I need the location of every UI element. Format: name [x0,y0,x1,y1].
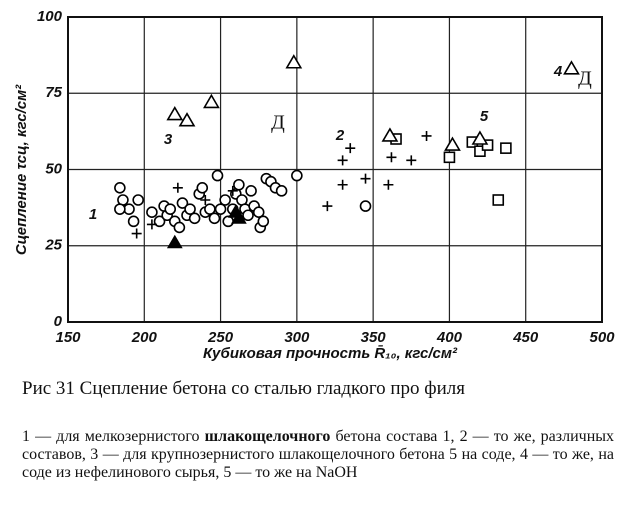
circle-marker [164,203,177,215]
circle-marker [359,200,372,212]
series-label: 2 [335,127,345,144]
plus-marker [172,182,183,193]
circle-marker [208,212,221,225]
triangle-marker [166,106,184,121]
square-marker [443,151,456,164]
plus-marker [345,143,356,154]
circle-marker [222,215,234,228]
circle-marker [291,169,303,182]
y-tick-label: 25 [44,237,62,254]
plus-marker [146,219,157,230]
plus-marker [421,130,432,141]
plot-frame [67,16,603,323]
circle-marker [114,182,126,194]
x-tick-label: 250 [207,329,234,346]
circle-marker [146,206,158,218]
caption: Рис 31 Сцепление бетона со сталью гладко… [22,378,466,399]
description-text: 1 — для мелкозернистого [22,428,205,445]
x-axis-label: Кубиковая прочность R̄₁₀, кгс/см² [203,344,458,362]
series-label: 3 [164,131,173,148]
square-marker [500,142,512,154]
circle-marker [252,206,265,218]
triangle-marker [444,136,461,151]
plus-marker [131,228,142,239]
plus-marker [337,155,348,166]
circle-marker [242,209,254,222]
x-tick-label: 150 [55,329,81,346]
series-label: 5 [480,108,489,125]
circle-marker [176,197,189,209]
y-tick-label: 75 [45,84,62,101]
circle-marker [173,221,186,234]
plus-marker [337,179,348,190]
plus-marker [383,179,394,190]
x-tick-label: 350 [361,329,387,346]
plus-marker [322,201,333,212]
plus-marker [200,195,211,205]
y-tick-label: 0 [54,313,63,330]
circle-marker [196,182,209,194]
x-tick-label: 450 [512,329,539,346]
triangle-marker [563,60,580,75]
plus-marker [386,152,397,163]
circle-marker [219,194,231,206]
annotation: Д [271,112,285,134]
circle-marker [188,212,201,225]
description-bold: шлакощелочного [204,428,331,445]
filled-triangle-marker [166,234,183,249]
circle-marker [211,169,224,182]
plus-marker [360,173,371,184]
square-marker [481,139,494,151]
x-tick-label: 500 [589,329,615,346]
circle-marker [184,203,196,215]
description: 1 — для мелкозернистого шлакощелочного б… [22,428,614,482]
circle-marker [257,215,270,228]
circle-marker [233,178,245,191]
x-tick-label: 200 [131,329,158,346]
triangle-marker [178,112,196,127]
y-tick-label: 100 [37,8,63,25]
description-text: бетона состава 1, 2 — то же, различных с… [22,428,615,481]
triangle-marker [203,93,220,109]
circle-marker [214,203,227,215]
series-label: 1 [89,206,97,223]
square-marker [474,145,486,157]
annotation: Д [578,68,592,90]
triangle-marker [381,127,399,142]
circle-marker [275,185,288,197]
plus-marker [406,155,417,166]
circle-marker [153,215,166,228]
circle-marker [114,203,126,215]
series-label: 4 [553,63,563,80]
plus-marker [227,185,238,196]
y-axis-label: Сцепление τсц, кгс/см² [13,84,30,255]
circle-marker [127,215,140,228]
triangle-marker [471,130,489,145]
filled-triangle-marker [227,204,244,218]
triangle-marker [285,54,303,69]
y-tick-label: 50 [45,160,62,177]
chart: Сцепление τсц, кгс/см² Кубиковая прочнос… [13,8,615,362]
x-tick-label: 400 [436,329,463,346]
circle-marker [245,185,257,197]
square-marker [492,194,505,206]
circle-marker [132,194,144,206]
x-tick-label: 300 [284,329,310,346]
